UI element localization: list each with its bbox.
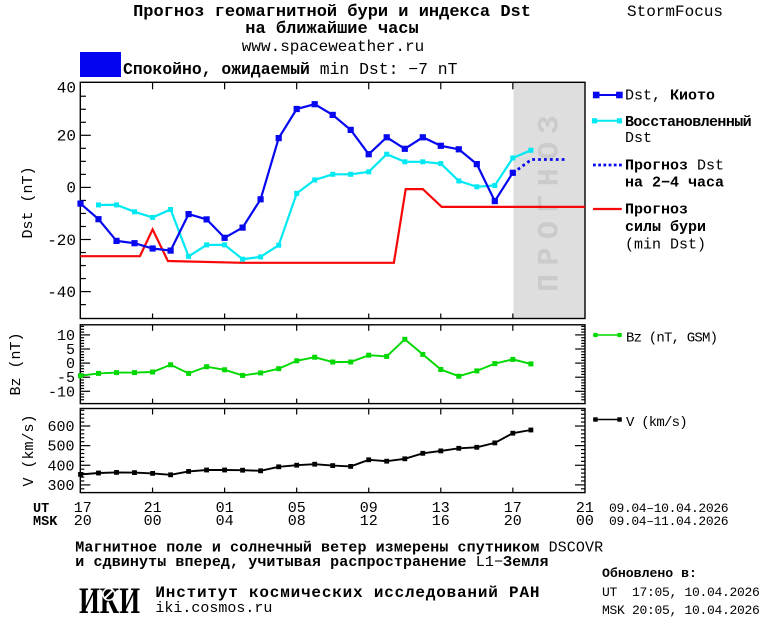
- svg-text:-40: -40: [47, 284, 76, 302]
- svg-text:силы бури: силы бури: [625, 219, 706, 236]
- svg-text:StormFocus: StormFocus: [627, 3, 723, 21]
- svg-text:400: 400: [47, 458, 74, 475]
- svg-text:www.spaceweather.ru: www.spaceweather.ru: [242, 38, 424, 56]
- svg-text:Прогноз Dst: Прогноз Dst: [625, 158, 724, 175]
- svg-text:Прогноз: Прогноз: [625, 202, 688, 219]
- svg-text:0: 0: [66, 356, 75, 373]
- svg-text:20: 20: [74, 513, 92, 530]
- svg-text:V (km/s): V (km/s): [21, 414, 38, 486]
- svg-text:Dst (nT): Dst (nT): [20, 166, 37, 238]
- svg-text:на 2−4 часа: на 2−4 часа: [625, 175, 724, 192]
- svg-text:UT: UT: [33, 502, 49, 517]
- svg-text:Восстановленный: Восстановленный: [625, 114, 751, 131]
- svg-text:05: 05: [288, 500, 306, 517]
- svg-text:Bz (nT): Bz (nT): [8, 332, 25, 395]
- svg-text:12: 12: [360, 513, 378, 530]
- svg-text:21: 21: [576, 500, 594, 517]
- svg-text:iki.cosmos.ru: iki.cosmos.ru: [155, 600, 272, 617]
- svg-text:Dst: Dst: [625, 130, 652, 147]
- svg-text:Обновлено в:: Обновлено в:: [602, 566, 697, 581]
- svg-text:V (km/s): V (km/s): [626, 415, 687, 431]
- svg-text:00: 00: [576, 513, 594, 530]
- svg-text:и сдвинуты вперед, учитывая ра: и сдвинуты вперед, учитывая распростране…: [75, 554, 548, 571]
- svg-text:Спокойно, ожидаемый min Dst: −: Спокойно, ожидаемый min Dst: −7 nT: [123, 60, 458, 79]
- svg-text:17: 17: [74, 500, 92, 517]
- svg-text:-20: -20: [47, 232, 76, 250]
- svg-text:09.04–10.04.2026: 09.04–10.04.2026: [609, 501, 728, 516]
- svg-text:13: 13: [432, 500, 450, 517]
- svg-text:21: 21: [144, 500, 162, 517]
- svg-text:08: 08: [288, 513, 306, 530]
- svg-text:600: 600: [47, 419, 74, 436]
- svg-text:00: 00: [144, 513, 162, 530]
- svg-text:ПРОГНОЗ: ПРОГНОЗ: [534, 107, 568, 292]
- svg-text:20: 20: [504, 513, 522, 530]
- svg-text:MSK 20:05, 10.04.2026: MSK 20:05, 10.04.2026: [602, 603, 760, 618]
- svg-text:UT 17:05, 10.04.2026: UT 17:05, 10.04.2026: [602, 585, 760, 600]
- svg-text:01: 01: [216, 500, 234, 517]
- svg-text:40: 40: [57, 80, 76, 98]
- svg-text:на ближайшие часы: на ближайшие часы: [245, 20, 418, 39]
- svg-text:Институт космических исследова: Институт космических исследований РАН: [155, 584, 540, 602]
- svg-text:Dst, Киото: Dst, Киото: [625, 88, 715, 105]
- svg-text:0: 0: [66, 180, 76, 198]
- svg-text:20: 20: [57, 128, 76, 146]
- svg-text:16: 16: [432, 513, 450, 530]
- svg-text:17: 17: [504, 500, 522, 517]
- svg-text:-5: -5: [57, 370, 75, 387]
- svg-text:(min Dst): (min Dst): [625, 237, 706, 254]
- svg-text:Bz (nT, GSM): Bz (nT, GSM): [626, 331, 717, 347]
- svg-text:09: 09: [360, 500, 378, 517]
- svg-text:MSK: MSK: [33, 515, 58, 530]
- svg-text:-10: -10: [48, 384, 75, 401]
- svg-text:Прогноз геомагнитной бури и ин: Прогноз геомагнитной бури и индекса Dst: [133, 3, 531, 22]
- svg-text:300: 300: [47, 478, 74, 495]
- svg-text:09.04–11.04.2026: 09.04–11.04.2026: [609, 514, 728, 529]
- svg-text:Магнитное поле и солнечный вет: Магнитное поле и солнечный ветер измерен…: [75, 540, 603, 557]
- svg-text:04: 04: [216, 513, 234, 530]
- svg-text:5: 5: [66, 342, 75, 359]
- svg-text:500: 500: [47, 439, 74, 456]
- svg-text:10: 10: [57, 328, 75, 345]
